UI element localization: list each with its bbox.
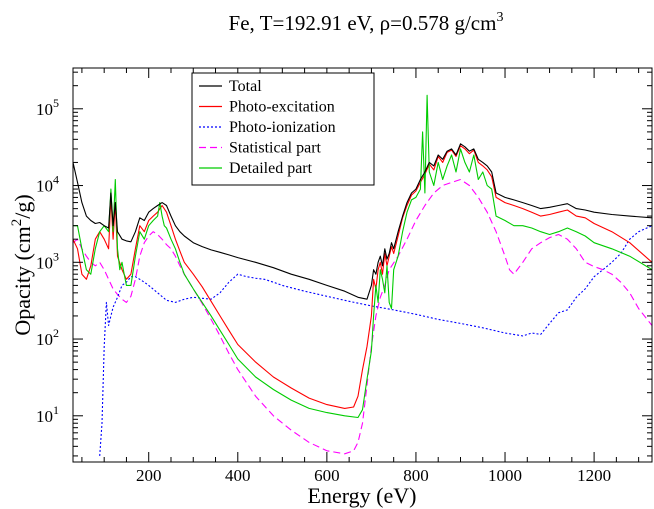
- y-tick-label: 105: [36, 96, 59, 119]
- y-axis-label-superscript: 2: [9, 219, 25, 227]
- y-axis-label: Opacity (cm2/g): [9, 194, 35, 335]
- x-tick-label: 200: [136, 466, 162, 485]
- y-tick-label: 103: [36, 249, 59, 272]
- series-line-photo-ionization: [99, 225, 652, 456]
- legend-box: [191, 72, 375, 186]
- series-line-photo-excitation: [73, 145, 652, 409]
- legend-label: Photo-ionization: [229, 119, 336, 136]
- y-tick-label: 101: [36, 403, 59, 426]
- chart-title-superscript: 3: [496, 10, 503, 25]
- series-line-detailed-part: [73, 94, 652, 419]
- y-axis-label-suffix: /g): [10, 194, 35, 218]
- x-axis: 200 400 600 800 1000 1200: [81, 68, 640, 485]
- legend-label: Photo-excitation: [229, 99, 335, 116]
- plot-frame: [72, 67, 653, 463]
- x-tick-label: 1200: [577, 466, 611, 485]
- y-tick-label: 104: [36, 173, 59, 196]
- series-line-total: [73, 143, 652, 300]
- x-tick-label: 600: [314, 466, 340, 485]
- legend: Total Photo-excitation Photo-ionization Sta…: [191, 72, 375, 186]
- chart-title-main: Fe, T=192.91 eV, ρ=0.578 g/cm: [229, 11, 497, 35]
- x-tick-label: 800: [403, 466, 429, 485]
- chart-title: Fe, T=192.91 eV, ρ=0.578 g/cm3: [229, 10, 504, 35]
- x-axis-label: Energy (eV): [308, 483, 417, 508]
- y-axis: 101 102 103 104 105: [36, 71, 652, 457]
- x-tick-label: 400: [225, 466, 251, 485]
- legend-label: Detailed part: [229, 160, 313, 177]
- legend-label: Statistical part: [229, 140, 322, 157]
- x-tick-label: 1000: [488, 466, 522, 485]
- legend-label: Total: [229, 78, 262, 95]
- y-tick-label: 102: [36, 326, 59, 349]
- y-axis-label-prefix: Opacity (cm: [10, 226, 35, 335]
